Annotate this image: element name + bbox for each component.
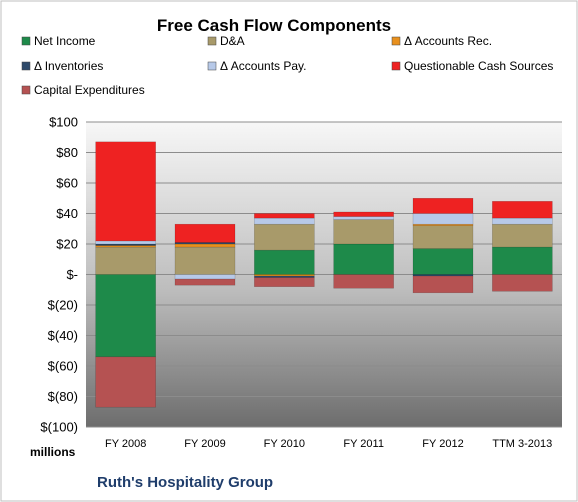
bar-segment-delta-accounts-rec: [174, 243, 236, 248]
legend-label-delta-inventories: Δ Inventories: [34, 59, 103, 73]
bar-segment-questionable-cash-sources: [412, 198, 474, 214]
bar-segment-questionable-cash-sources: [333, 211, 394, 217]
legend-swatch-delta-accounts-rec: [391, 36, 401, 46]
bar-segment-questionable-cash-sources: [174, 223, 236, 243]
bar-segment-questionable-cash-sources: [492, 201, 553, 219]
bar-segment-capital-expenditures: [95, 356, 156, 408]
x-tick-label: FY 2009: [184, 438, 225, 450]
bar-segment-delta-accounts-pay: [254, 217, 315, 225]
x-tick-label: FY 2011: [343, 438, 384, 450]
gridlines: [86, 121, 562, 428]
legend-label-capital-expenditures: Capital Expenditures: [34, 83, 145, 97]
legend-label-questionable-cash-sources: Questionable Cash Sources: [404, 59, 553, 73]
x-tick-label: TTM 3-2013: [492, 438, 552, 450]
chart-title: Free Cash Flow Components: [157, 16, 391, 35]
legend-swatch-net-income: [21, 36, 31, 46]
y-tick-label: $20: [56, 237, 78, 252]
y-tick-label: $(100): [40, 420, 78, 435]
bar-segment-capital-expenditures: [412, 275, 474, 294]
bar-segment-capital-expenditures: [492, 274, 553, 292]
y-tick-label: $40: [56, 206, 78, 221]
bar-segment-delta-accounts-pay: [412, 213, 474, 225]
legend-label-delta-accounts-pay: Δ Accounts Pay.: [220, 59, 307, 73]
bar-segment-questionable-cash-sources: [254, 213, 315, 219]
units-label: millions: [30, 445, 76, 459]
y-tick-label: $(40): [48, 328, 78, 343]
bar-segment-net-income: [492, 246, 553, 275]
bar-segment-d-a: [174, 246, 236, 275]
bar-segment-net-income: [333, 243, 394, 275]
bar-segment-net-income: [254, 249, 315, 275]
legend-swatch-delta-accounts-pay: [207, 61, 217, 71]
y-tick-label: $60: [56, 176, 78, 191]
y-tick-label: $-: [66, 267, 78, 282]
bar-segment-capital-expenditures: [174, 278, 236, 286]
x-axis: FY 2008 FY 2009 FY 2010 FY 2011 FY 2012 TTM 3…: [105, 438, 552, 450]
legend-label-net-income: Net Income: [34, 34, 96, 48]
y-tick-label: $(80): [48, 389, 78, 404]
y-tick-label: $80: [56, 145, 78, 160]
y-tick-label: $100: [49, 115, 78, 130]
x-tick-label: FY 2012: [422, 438, 463, 450]
legend-swatch-questionable-cash-sources: [391, 61, 401, 71]
bar-segment-d-a: [333, 219, 394, 245]
bar-segment-delta-accounts-pay: [174, 274, 236, 280]
legend-swatch-d-a: [207, 36, 217, 46]
y-tick-label: $(20): [48, 298, 78, 313]
bar-segment-net-income: [95, 274, 156, 358]
bar-segment-delta-accounts-pay: [492, 217, 553, 225]
bar-segment-net-income: [412, 248, 474, 275]
x-tick-label: FY 2010: [264, 438, 305, 450]
legend-swatch-delta-inventories: [21, 61, 31, 71]
bar-segment-d-a: [492, 223, 553, 248]
bar-segment-delta-accounts-pay: [95, 240, 156, 245]
company-name: Ruth's Hospitality Group: [97, 474, 273, 491]
legend-label-d-a: D&A: [220, 34, 245, 48]
y-axis: $100 $80 $60 $40 $20 $- $(20) $(40) $(60) $(80) $(…: [40, 115, 78, 435]
bar-segment-d-a: [95, 246, 156, 275]
bar-segment-capital-expenditures: [254, 277, 315, 287]
legend-swatch-capital-expenditures: [21, 85, 31, 95]
bar-segment-capital-expenditures: [333, 274, 394, 289]
legend: Net Income D&A Δ Accounts Rec. Δ Inventorie…: [21, 34, 553, 97]
bar-segment-d-a: [412, 225, 474, 249]
bar-segment-questionable-cash-sources: [95, 141, 156, 242]
bar-segment-d-a: [254, 223, 315, 251]
bar-segment-delta-accounts-pay: [333, 216, 394, 220]
bars: [95, 141, 553, 408]
legend-label-delta-accounts-rec: Δ Accounts Rec.: [404, 34, 492, 48]
x-tick-label: FY 2008: [105, 438, 146, 450]
y-tick-label: $(60): [48, 359, 78, 374]
